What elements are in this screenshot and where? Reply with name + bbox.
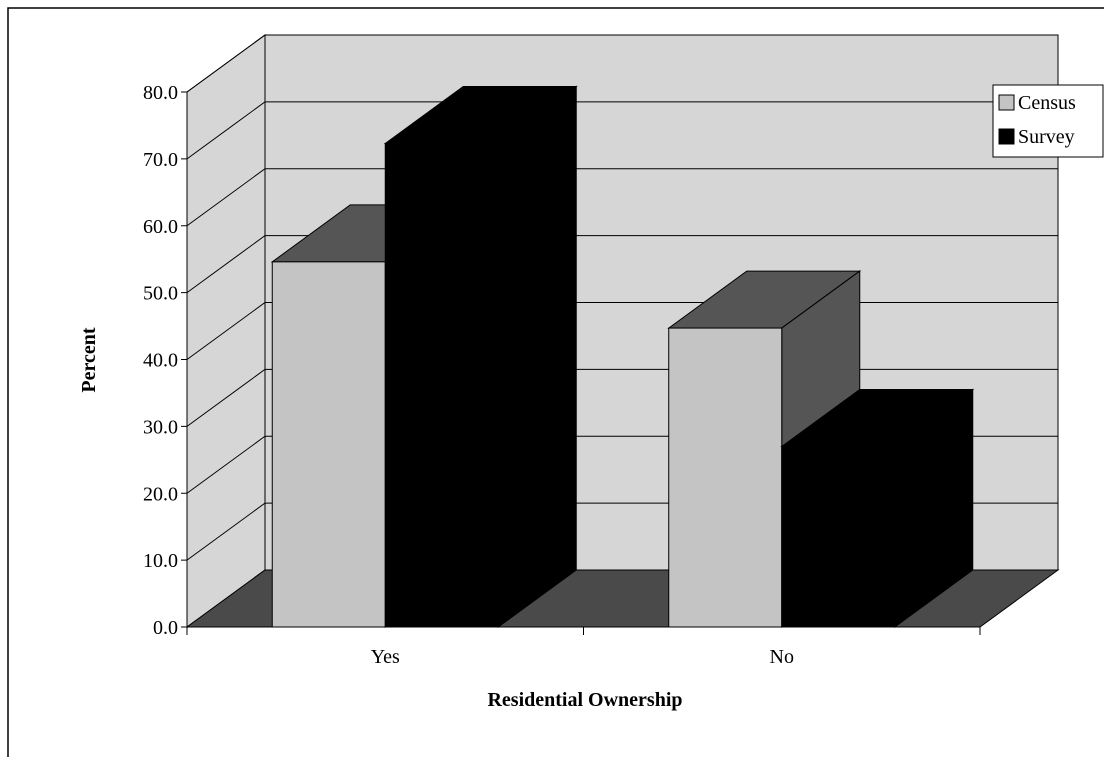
- grid-line: [186, 101, 1058, 160]
- y-tick-label: 30.0: [143, 416, 178, 438]
- y-tick-label: 80.0: [143, 82, 178, 104]
- y-tick-label: 60.0: [143, 216, 178, 238]
- bar-side: [497, 85, 577, 628]
- bar: [383, 85, 578, 628]
- y-tick-label: 50.0: [143, 283, 178, 305]
- x-tick-label: Yes: [371, 646, 400, 668]
- y-tick-label: 40.0: [143, 350, 178, 372]
- y-tick-label: 0.0: [153, 617, 178, 639]
- legend-label: Census: [1018, 92, 1076, 114]
- bar-front: [271, 261, 386, 628]
- y-axis-label: Percent: [78, 327, 100, 392]
- y-tick-label: 70.0: [143, 149, 178, 171]
- legend-swatch: [998, 128, 1015, 145]
- bar-front: [384, 142, 499, 628]
- legend: Census Survey: [992, 84, 1104, 158]
- grid-line: [186, 168, 1058, 227]
- grid-line: [186, 34, 1058, 93]
- x-tick-label: No: [770, 646, 794, 668]
- y-tick-label: 10.0: [143, 550, 178, 572]
- bar-front: [668, 327, 783, 628]
- x-axis-label: Residential Ownership: [487, 689, 682, 711]
- bar-front: [781, 445, 896, 628]
- legend-label: Survey: [1018, 126, 1075, 148]
- legend-swatch: [998, 94, 1015, 111]
- y-tick-label: 20.0: [143, 483, 178, 505]
- bar: [780, 388, 975, 628]
- plot-area: 0.0 10.0 20.0 30.0 40.0 50.0 60.0 70.0 80.0 Yes No: [143, 34, 1060, 668]
- grid-line: [186, 235, 1058, 294]
